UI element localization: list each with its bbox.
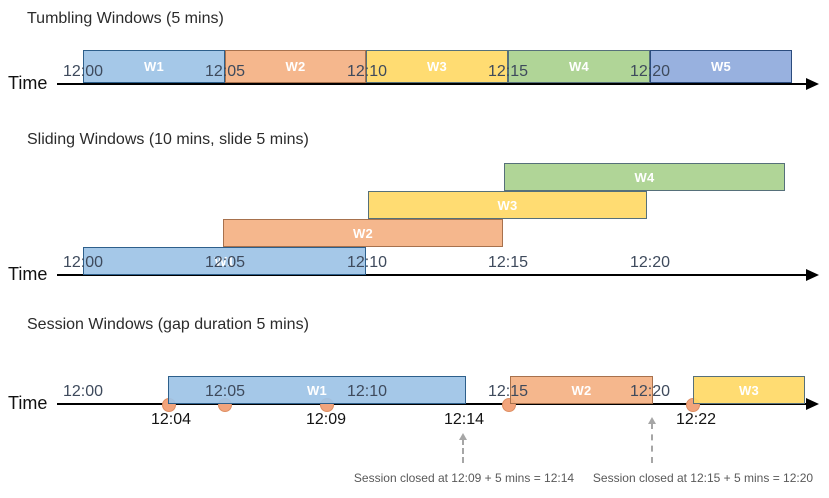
event-time-label: 12:22 [675, 411, 717, 428]
tick-label: 12:05 [204, 63, 246, 80]
window-label: W4 [634, 169, 655, 185]
time-axis-line [57, 403, 806, 405]
window-box: W4 [504, 163, 785, 191]
window-label: W2 [285, 59, 306, 74]
tick-label: 12:20 [629, 383, 671, 400]
window-box: W3 [366, 50, 508, 83]
tick-label: 12:20 [629, 63, 671, 80]
window-label: W3 [426, 59, 448, 74]
session-close-annotation: Session closed at 12:09 + 5 mins = 12:14 [353, 471, 575, 485]
axis-arrow-icon [806, 398, 819, 410]
event-time-label: 12:04 [150, 411, 192, 428]
tick-label: 12:00 [62, 254, 104, 271]
diagram-title: Tumbling Windows (5 mins) [27, 10, 224, 27]
time-axis-label: Time [8, 393, 48, 413]
annotation-arrow-icon [459, 433, 467, 440]
axis-arrow-icon [806, 269, 819, 281]
window-box: W5 [650, 50, 792, 83]
window-label: W2 [571, 382, 592, 398]
window-box: W2 [510, 376, 653, 404]
window-box: W3 [368, 191, 647, 219]
window-label: W3 [738, 382, 760, 398]
window-box: W1 [168, 376, 466, 404]
window-label: W5 [710, 59, 732, 74]
tick-label: 12:15 [487, 383, 529, 400]
tick-label: 12:15 [487, 254, 529, 271]
window-box: W1 [83, 247, 366, 275]
time-axis-line [57, 274, 806, 276]
window-box: W4 [508, 50, 650, 83]
tick-label: 12:00 [62, 63, 104, 80]
window-box: W1 [83, 50, 225, 83]
window-label: W3 [497, 197, 518, 213]
event-time-label: 12:09 [305, 411, 347, 428]
event-time-label: 12:14 [443, 411, 485, 428]
annotation-arrow-icon [648, 417, 656, 424]
window-label: W1 [214, 253, 235, 269]
tick-label: 12:10 [346, 254, 388, 271]
window-label: W2 [352, 225, 374, 241]
window-box: W2 [223, 219, 503, 247]
window-label: W4 [568, 59, 590, 74]
tick-label: 12:10 [346, 383, 388, 400]
tick-label: 12:20 [629, 254, 671, 271]
window-box: W2 [225, 50, 366, 83]
session-close-annotation: Session closed at 12:15 + 5 mins = 12:20 [592, 471, 814, 485]
diagram-title: Sliding Windows (10 mins, slide 5 mins) [27, 131, 309, 148]
tick-label: 12:05 [204, 383, 246, 400]
annotation-arrow-line [462, 439, 464, 463]
annotation-arrow-line [651, 423, 653, 463]
tick-label: 12:10 [346, 63, 388, 80]
axis-arrow-icon [806, 78, 819, 90]
tick-label: 12:05 [204, 254, 246, 271]
time-axis-line [57, 83, 806, 85]
tick-label: 12:15 [487, 63, 529, 80]
diagram-title: Session Windows (gap duration 5 mins) [27, 316, 309, 333]
window-label: W1 [143, 59, 165, 74]
window-label: W1 [306, 382, 328, 398]
time-axis-label: Time [8, 264, 48, 284]
time-axis-label: Time [8, 73, 48, 93]
tick-label: 12:00 [62, 383, 104, 400]
window-box: W3 [693, 376, 805, 404]
